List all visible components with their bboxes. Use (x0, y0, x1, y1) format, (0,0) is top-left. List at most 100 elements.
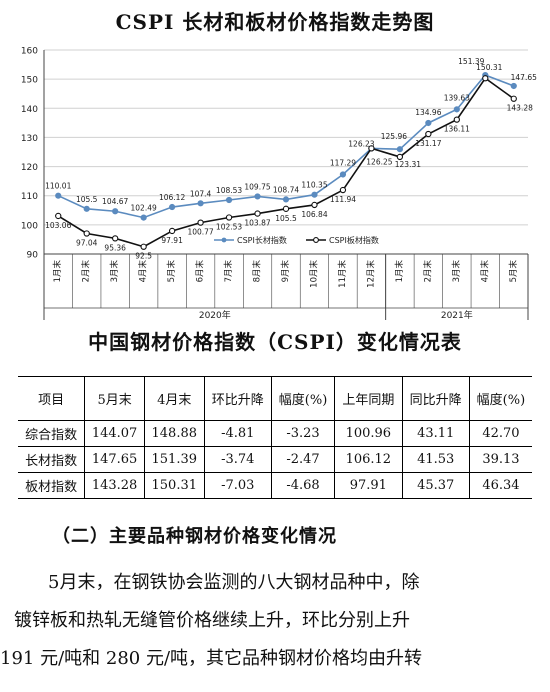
data-point-long-steel (510, 82, 517, 90)
data-point-plate-steel (396, 153, 404, 161)
data-label-long-steel: 110.35 (301, 181, 327, 190)
header-may-end: 5月末 (84, 376, 145, 421)
data-point-plate-steel (482, 75, 489, 82)
x-tick-label: 9月末 (280, 260, 291, 283)
table-cell: 41.53 (401, 446, 470, 473)
paragraph-line: 5月末，在钢铁协会监测的八大钢材品种中，除 (48, 572, 420, 593)
data-point-plate-steel (254, 210, 261, 217)
table-cell: 42.70 (468, 420, 532, 447)
table-cell: -3.74 (203, 446, 272, 473)
paragraph-line: 镀锌板和热轧无缝管价格继续上升，环比分别上升 (14, 610, 410, 631)
x-tick-label: 7月末 (223, 260, 234, 283)
data-label-plate-steel: 136.11 (444, 125, 470, 134)
section-heading: （二）主要品种钢材价格变化情况 (52, 526, 337, 547)
data-point-long-steel (396, 146, 403, 153)
legend-label-plate-steel: CSPI板材指数 (329, 235, 379, 245)
x-tick-label: 5月末 (166, 260, 177, 283)
price-index-line-chart: 90 100 110 120 130 140 150 160 1月末 2月末 3月末 4月末 5月末 6月… (21, 47, 537, 320)
x-tick-label: 4月末 (479, 260, 490, 283)
data-label-plate-steel: 92.5 (135, 252, 152, 261)
data-point-long-steel (112, 208, 119, 215)
data-point-long-steel (169, 203, 176, 211)
table-cell: 43.11 (401, 420, 470, 447)
header-item: 项目 (18, 376, 86, 421)
cspi-change-table: 项目 5月末 4月末 环比升降 幅度(%) 上年同期 同比升降 幅度(%) 综合… (18, 376, 532, 499)
data-label-plate-steel: 131.17 (415, 139, 441, 148)
legend-marker-long-steel (221, 237, 227, 243)
header-mom-change: 环比升降 (203, 376, 272, 421)
data-label-plate-steel: 102.53 (216, 222, 242, 231)
year-group-label: 2021年 (441, 309, 473, 320)
data-point-plate-steel (168, 227, 176, 235)
table-cell: 97.91 (334, 472, 403, 499)
data-label-plate-steel: 150.31 (476, 63, 502, 72)
table-row: 综合指数 144.07 148.88 -4.81 -3.23 100.96 43… (18, 420, 532, 447)
table-cell: -2.47 (270, 446, 336, 473)
data-point-plate-steel (368, 145, 375, 152)
legend-label-long-steel: CSPI长材指数 (237, 235, 287, 245)
x-tick-label: 3月末 (451, 260, 462, 283)
table-cell: 综合指数 (18, 420, 86, 447)
data-point-plate-steel (311, 201, 318, 209)
table-cell: 150.31 (143, 472, 205, 499)
data-label-plate-steel: 111.94 (330, 195, 356, 204)
x-tick-label: 4月末 (138, 260, 149, 283)
x-tick-label: 10月末 (308, 260, 319, 288)
data-point-long-steel (83, 205, 90, 212)
year-group-label: 2020年 (199, 309, 231, 320)
data-point-long-steel (197, 200, 204, 207)
table-cell: 板材指数 (18, 472, 86, 499)
table-cell: -4.81 (203, 420, 272, 447)
y-tick-label: 100 (21, 221, 38, 231)
y-tick-label: 90 (27, 251, 39, 261)
x-tick-label: 12月末 (365, 260, 376, 288)
data-point-plate-steel (425, 130, 432, 138)
header-yoy-change: 同比升降 (401, 376, 470, 421)
table-cell: 144.07 (84, 420, 145, 447)
data-point-long-steel (140, 214, 147, 221)
data-label-plate-steel: 97.04 (76, 238, 98, 247)
table-cell: 39.13 (468, 446, 532, 473)
table-cell: 长材指数 (18, 446, 86, 473)
header-yoy-pct: 幅度(%) (468, 376, 532, 421)
table-cell: 45.37 (401, 472, 470, 499)
data-point-long-steel (254, 193, 261, 200)
x-tick-label: 5月末 (508, 260, 519, 283)
data-point-plate-steel (112, 235, 119, 242)
x-tick-label: 1月末 (394, 260, 405, 283)
data-label-long-steel: 107.4 (190, 189, 212, 198)
data-label-long-steel: 102.49 (131, 204, 157, 213)
y-tick-label: 150 (21, 76, 38, 86)
data-point-plate-steel (282, 205, 290, 212)
data-label-plate-steel: 97.91 (161, 236, 183, 245)
chart-title: CSPI 长材和板材价格指数走势图 (115, 10, 435, 34)
data-label-long-steel: 106.12 (159, 193, 185, 202)
data-point-plate-steel (140, 243, 147, 250)
data-label-plate-steel: 100.77 (187, 228, 213, 237)
data-point-plate-steel (197, 219, 204, 226)
x-tick-label: 6月末 (195, 260, 206, 283)
data-label-long-steel: 105.5 (76, 195, 98, 204)
y-tick-label: 110 (21, 192, 38, 202)
y-tick-label: 160 (21, 47, 38, 57)
data-label-long-steel: 110.01 (45, 182, 71, 191)
y-tick-label: 130 (21, 134, 38, 144)
data-label-long-steel: 108.53 (216, 186, 242, 195)
data-point-plate-steel (453, 116, 460, 123)
data-label-plate-steel: 123.31 (395, 160, 421, 169)
x-tick-label: 8月末 (252, 260, 263, 283)
x-tick-label: 2月末 (422, 260, 433, 283)
table-cell: -7.03 (203, 472, 272, 499)
y-tick-label: 120 (21, 163, 38, 173)
header-last-year: 上年同期 (334, 376, 403, 421)
data-label-plate-steel: 106.84 (301, 210, 327, 219)
data-point-long-steel (453, 106, 460, 113)
table-cell: 147.65 (84, 446, 145, 473)
header-apr-end: 4月末 (143, 376, 205, 421)
table-row: 板材指数 143.28 150.31 -7.03 -4.68 97.91 45.… (18, 472, 532, 499)
table-cell: -3.23 (270, 420, 336, 447)
data-label-plate-steel: 103.87 (244, 219, 270, 228)
x-tick-label: 11月末 (337, 260, 348, 288)
data-label-long-steel: 104.67 (102, 197, 128, 206)
table-header-row: 项目 5月末 4月末 环比升降 幅度(%) 上年同期 同比升降 幅度(%) (18, 376, 532, 421)
